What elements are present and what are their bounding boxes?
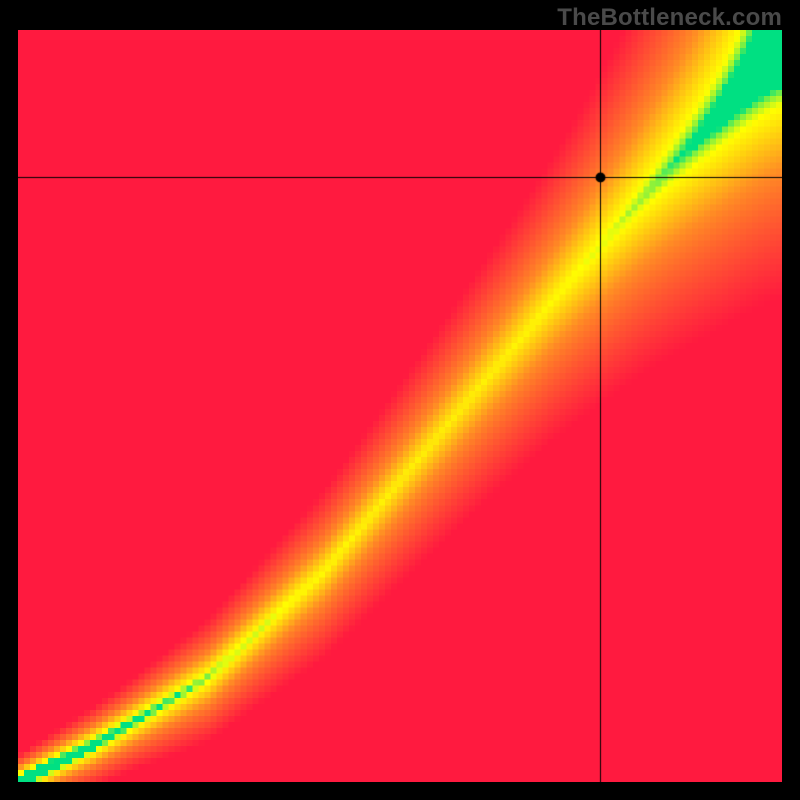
watermark-text: TheBottleneck.com bbox=[557, 4, 782, 32]
chart-container: { "watermark": { "text": "TheBottleneck.… bbox=[0, 0, 800, 800]
crosshair-overlay bbox=[18, 30, 782, 782]
